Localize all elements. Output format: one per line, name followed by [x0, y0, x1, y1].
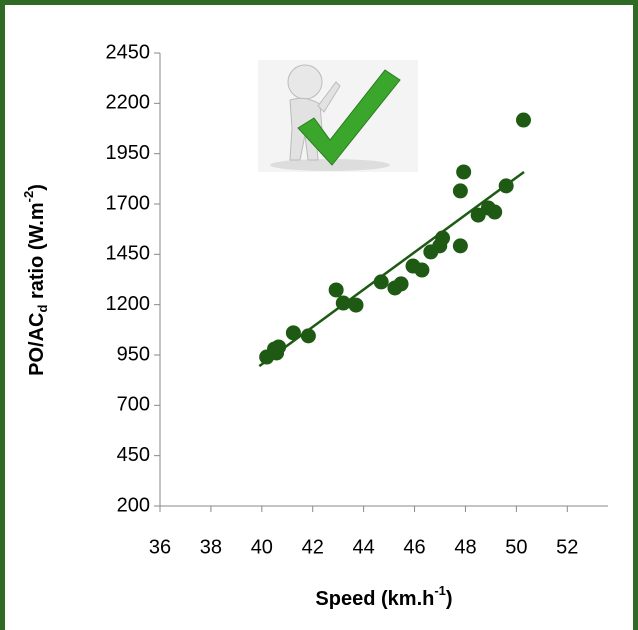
point	[452, 238, 468, 254]
x-tick-label: 40	[251, 536, 273, 558]
x-axis-title: Speed (km.h-1)	[315, 583, 452, 610]
x-tick-label: 44	[353, 536, 375, 558]
y-tick-label: 2200	[106, 92, 151, 114]
x-title-text: )	[446, 588, 453, 610]
y-axis-title: PO/ACd ratio (W.m-2)	[21, 184, 50, 376]
x-tick-label: 38	[200, 536, 222, 558]
x-tick-label: 36	[149, 536, 171, 558]
point	[456, 164, 472, 180]
point	[452, 183, 468, 199]
point	[498, 178, 514, 194]
y-title-sub: d	[35, 305, 50, 313]
y-tick-label: 2450	[106, 41, 151, 63]
y-tick-label: 1950	[106, 142, 151, 164]
x-tick-label: 42	[302, 536, 324, 558]
y-tick-label: 1700	[106, 192, 151, 214]
x-tick-label: 48	[454, 536, 476, 558]
point	[335, 295, 351, 311]
y-title-text: ratio (W.m	[26, 202, 48, 304]
point	[393, 276, 409, 292]
x-title-text: Speed (km.h	[315, 588, 434, 610]
x-tick-label: 52	[556, 536, 578, 558]
point	[328, 282, 344, 298]
point	[373, 274, 389, 290]
y-title-sup: -2	[21, 191, 36, 203]
y-tick-label: 200	[117, 494, 150, 516]
y-tick-label: 1450	[106, 243, 151, 265]
y-tick-label: 950	[117, 343, 150, 365]
point	[300, 328, 316, 344]
point	[348, 297, 364, 313]
y-title-text: )	[26, 184, 48, 191]
point	[285, 325, 301, 341]
y-tick-label: 1200	[106, 293, 151, 315]
x-tick-label: 50	[505, 536, 527, 558]
point	[414, 262, 430, 278]
y-tick-label: 700	[117, 394, 150, 416]
point	[435, 230, 451, 246]
y-tick-label: 450	[117, 444, 150, 466]
point	[269, 345, 285, 361]
point	[487, 204, 503, 220]
point	[515, 112, 531, 128]
x-tick-label: 46	[403, 536, 425, 558]
y-title-text: PO/AC	[26, 313, 48, 376]
x-title-sup: -1	[434, 583, 446, 598]
icon	[258, 60, 418, 172]
